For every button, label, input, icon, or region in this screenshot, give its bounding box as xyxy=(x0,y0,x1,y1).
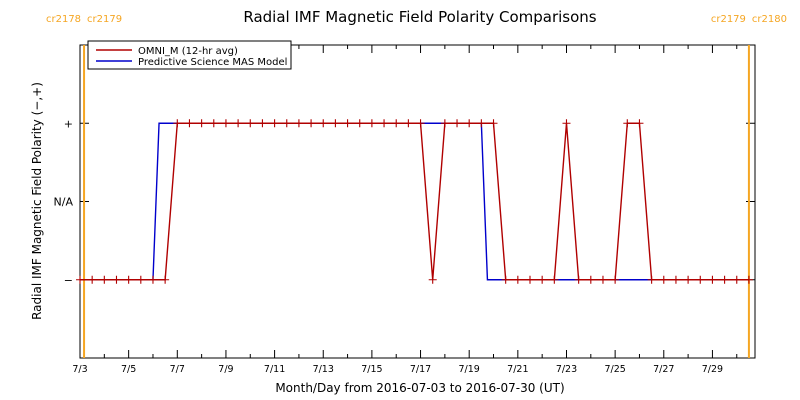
y-tick-label: N/A xyxy=(54,196,74,209)
omni-data-point xyxy=(76,275,84,284)
omni-data-point xyxy=(720,275,729,284)
omni-data-point xyxy=(136,275,145,284)
omni-data-point xyxy=(598,275,607,284)
x-tick-label: 7/27 xyxy=(653,364,674,375)
omni-data-point xyxy=(635,119,644,128)
omni-data-point xyxy=(124,275,133,284)
omni-data-point xyxy=(367,119,376,128)
omni-data-point xyxy=(696,275,705,284)
omni-data-point xyxy=(489,119,498,128)
carrington-markers: cr2178 cr2179 cr2179 cr2180 xyxy=(46,14,787,358)
y-tick-label: − xyxy=(64,274,73,287)
omni-data-point xyxy=(477,119,486,128)
x-axis-label: Month/Day from 2016-07-03 to 2016-07-30 … xyxy=(275,381,564,395)
legend-box xyxy=(87,40,292,70)
omni-data-point xyxy=(148,275,157,284)
omni-data-point xyxy=(465,119,474,128)
omni-data-point xyxy=(307,119,316,128)
x-tick-label: 7/19 xyxy=(459,364,480,375)
omni-data-point xyxy=(732,275,741,284)
series-layer xyxy=(76,119,753,284)
omni-data-point xyxy=(343,119,352,128)
x-tick-label: 7/29 xyxy=(702,364,723,375)
omni-data-point xyxy=(185,119,194,128)
x-tick-label: 7/25 xyxy=(604,364,625,375)
carrington-label-left: cr2178 xyxy=(46,14,81,25)
omni-data-point xyxy=(574,275,583,284)
omni-data-point xyxy=(221,119,230,128)
omni-data-point xyxy=(173,119,182,128)
omni-data-point xyxy=(708,275,717,284)
omni-data-point xyxy=(428,275,437,284)
omni-data-point xyxy=(513,275,522,284)
omni-data-point xyxy=(501,275,510,284)
omni-data-point xyxy=(331,119,340,128)
x-tick-label: 7/9 xyxy=(218,364,233,375)
omni-data-point xyxy=(270,119,279,128)
omni-data-point xyxy=(282,119,291,128)
x-tick-label: 7/13 xyxy=(313,364,334,375)
x-tick-label: 7/5 xyxy=(121,364,136,375)
omni-data-point xyxy=(611,275,620,284)
omni-data-point xyxy=(380,119,389,128)
carrington-label-right: cr2179 xyxy=(87,14,122,25)
x-tick-label: 7/3 xyxy=(72,364,87,375)
x-tick-label: 7/11 xyxy=(264,364,285,375)
omni-data-point xyxy=(209,119,218,128)
omni-data-point xyxy=(586,275,595,284)
legend: OMNI_M (12-hr avg) Predictive Science MA… xyxy=(87,40,292,70)
omni-data-point xyxy=(88,275,97,284)
omni-data-point xyxy=(258,119,267,128)
omni-data-point xyxy=(234,119,243,128)
y-axis-label: Radial IMF Magnetic Field Polarity (−,+) xyxy=(30,82,44,320)
legend-label-omni: OMNI_M (12-hr avg) xyxy=(138,46,238,57)
omni-data-point xyxy=(623,119,632,128)
chart-title: Radial IMF Magnetic Field Polarity Compa… xyxy=(243,8,596,26)
omni-data-point xyxy=(100,275,109,284)
omni-data-point xyxy=(526,275,534,284)
omni-data-point xyxy=(440,119,449,128)
omni-data-point xyxy=(197,119,206,128)
plot-frame xyxy=(79,44,756,359)
omni-data-point xyxy=(671,275,680,284)
x-tick-label: 7/7 xyxy=(170,364,185,375)
legend-label-mas: Predictive Science MAS Model xyxy=(138,57,287,68)
y-tick-label: + xyxy=(64,117,73,130)
omni-data-point xyxy=(392,119,401,128)
x-tick-label: 7/17 xyxy=(410,364,431,375)
x-tick-label: 7/21 xyxy=(507,364,528,375)
omni-data-point xyxy=(538,275,547,284)
carrington-label-right: cr2180 xyxy=(752,14,787,25)
carrington-label-left: cr2179 xyxy=(711,14,746,25)
x-tick-label: 7/15 xyxy=(361,364,382,375)
omni-data-point xyxy=(562,119,571,128)
series-line-omni xyxy=(80,122,749,281)
omni-data-point xyxy=(416,119,425,128)
omni-data-point xyxy=(659,275,668,284)
omni-data-point xyxy=(404,119,413,128)
omni-data-point xyxy=(355,119,364,128)
x-axis: 7/3 7/5 7/7 7/9 7/11 7/13 7/15 7/17 7/19 7/21 7/23… xyxy=(72,45,738,375)
omni-data-point xyxy=(647,275,656,284)
omni-data-point xyxy=(294,119,303,128)
omni-data-point xyxy=(246,119,255,128)
omni-data-point xyxy=(744,275,753,284)
omni-data-point xyxy=(319,119,328,128)
omni-data-point xyxy=(161,275,170,284)
x-tick-label: 7/23 xyxy=(556,364,577,375)
omni-data-point xyxy=(684,275,693,284)
omni-data-point xyxy=(550,275,559,284)
omni-data-point xyxy=(112,275,121,284)
omni-data-point xyxy=(453,119,462,128)
series-line-mas xyxy=(80,122,749,281)
